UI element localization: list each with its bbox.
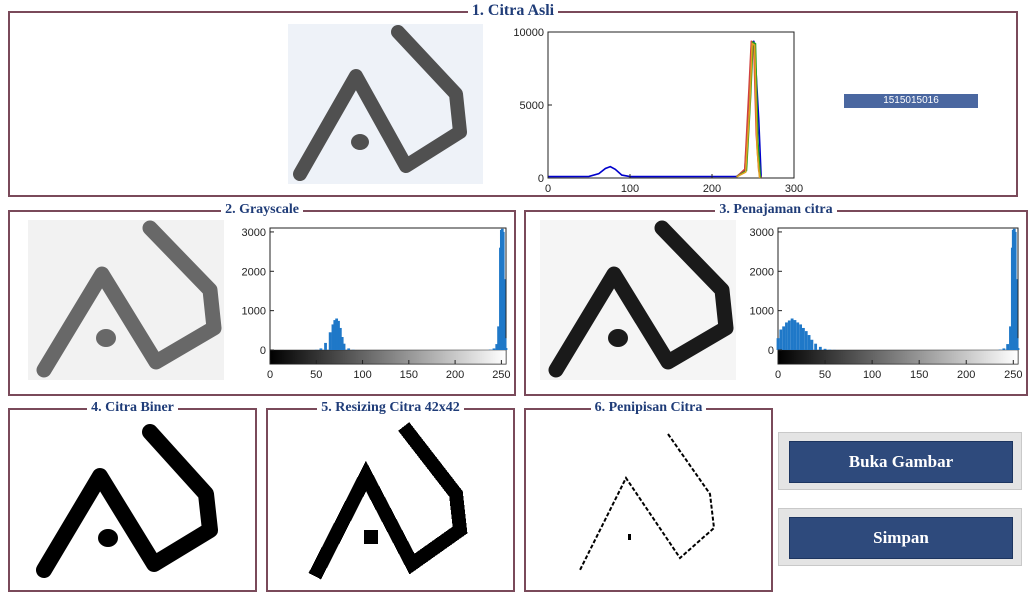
x-tick-label: 100 xyxy=(863,369,881,381)
histogram-bar xyxy=(1002,348,1006,350)
x-tick-label: 200 xyxy=(703,183,721,195)
x-tick-label: 200 xyxy=(446,369,464,381)
histogram-bar xyxy=(328,332,332,350)
x-tick-label: 0 xyxy=(775,369,781,381)
histogram-bar xyxy=(1014,279,1018,350)
x-tick-label: 250 xyxy=(492,369,510,381)
histogram-bar xyxy=(804,331,808,350)
y-tick-label: 1000 xyxy=(242,306,266,318)
panel-title-resize: 5. Resizing Citra 42x42 xyxy=(317,400,464,415)
histogram-bar xyxy=(787,320,791,350)
id-label: 1515015016 xyxy=(844,94,978,108)
x-tick-label: 300 xyxy=(785,183,803,195)
histogram-bar xyxy=(337,320,340,350)
histogram-bar xyxy=(802,327,805,350)
y-tick-label: 2000 xyxy=(750,266,774,278)
x-tick-label: 150 xyxy=(910,369,928,381)
y-tick-label: 0 xyxy=(768,345,774,357)
x-tick-label: 0 xyxy=(545,183,551,195)
panel-title-thinning: 6. Penipisan Citra xyxy=(590,400,707,415)
save-button-frame: Simpan xyxy=(778,508,1022,566)
histogram-bar xyxy=(796,322,800,350)
sharpen-histogram-chart: 0 1000 2000 3000 0 50 100 150 200 250 xyxy=(750,227,1023,381)
y-tick-label: 2000 xyxy=(242,266,266,278)
histogram-bar xyxy=(492,348,496,350)
panel-title-binary: 4. Citra Biner xyxy=(87,400,178,415)
histogram-bar xyxy=(319,348,323,350)
panel-title-grayscale: 2. Grayscale xyxy=(221,202,303,217)
x-tick-label: 150 xyxy=(400,369,418,381)
histogram-bar xyxy=(338,327,342,350)
sharpened-image xyxy=(540,220,736,380)
histogram-bar xyxy=(1006,344,1010,350)
y-tick-label: 3000 xyxy=(242,227,266,239)
open-image-button[interactable]: Buka Gambar xyxy=(789,441,1013,483)
histogram-bar xyxy=(497,326,500,350)
rgb-histogram-chart: 0 5000 10000 0 100 200 300 xyxy=(513,27,803,195)
original-image xyxy=(288,24,483,184)
panel-title-original: 1. Citra Asli xyxy=(467,2,559,19)
y-tick-label: 0 xyxy=(260,345,266,357)
y-tick-label: 5000 xyxy=(520,100,544,112)
histogram-bar xyxy=(776,338,780,350)
histogram-bar xyxy=(340,337,344,350)
open-button-frame: Buka Gambar xyxy=(778,432,1022,490)
histogram-bar xyxy=(810,339,814,350)
x-tick-label: 100 xyxy=(621,183,639,195)
resized-image xyxy=(308,422,468,580)
histogram-bar xyxy=(1016,348,1020,350)
histogram-bar xyxy=(333,320,337,350)
gray-gradient-bar xyxy=(269,349,507,365)
panel-title-sharpen: 3. Penajaman citra xyxy=(715,202,837,217)
series-line-3 xyxy=(736,42,761,179)
x-tick-label: 100 xyxy=(353,369,371,381)
histogram-bar xyxy=(335,318,339,350)
y-tick-label: 0 xyxy=(538,173,544,185)
histogram-bar xyxy=(495,344,499,350)
histogram-bar xyxy=(782,326,786,350)
thinned-image xyxy=(579,433,716,571)
x-tick-label: 250 xyxy=(1004,369,1022,381)
histogram-bar xyxy=(324,342,327,350)
y-tick-label: 10000 xyxy=(513,27,544,39)
grayscale-image xyxy=(28,220,224,380)
histogram-bar xyxy=(807,335,811,350)
histogram-bar xyxy=(790,318,794,350)
histogram-bar xyxy=(818,346,822,350)
histogram-bar xyxy=(799,324,802,350)
x-tick-label: 0 xyxy=(267,369,273,381)
gray-gradient-bar xyxy=(777,349,1019,365)
x-tick-label: 200 xyxy=(957,369,975,381)
histogram-bar xyxy=(503,338,507,350)
binary-image xyxy=(36,424,218,578)
histogram-bar xyxy=(779,329,783,350)
chart-frame xyxy=(777,227,1019,365)
histogram-bar xyxy=(814,343,818,350)
histogram-bar xyxy=(1009,326,1012,350)
histogram-bar xyxy=(331,324,335,350)
histogram-bar xyxy=(785,322,788,350)
histogram-bar xyxy=(1015,338,1019,350)
save-button[interactable]: Simpan xyxy=(789,517,1013,559)
y-tick-label: 3000 xyxy=(750,227,774,239)
histogram-bar xyxy=(823,348,827,350)
histogram-bar xyxy=(347,348,351,350)
histogram-bar xyxy=(342,343,346,350)
y-tick-label: 1000 xyxy=(750,306,774,318)
x-tick-label: 50 xyxy=(310,369,322,381)
chart-frame xyxy=(269,227,507,365)
histogram-bar xyxy=(793,320,797,350)
histogram-bar xyxy=(502,279,506,350)
x-tick-label: 50 xyxy=(819,369,831,381)
histogram-bar xyxy=(504,348,508,350)
grayscale-histogram-chart: 0 1000 2000 3000 0 50 100 150 200 250 xyxy=(242,227,511,381)
